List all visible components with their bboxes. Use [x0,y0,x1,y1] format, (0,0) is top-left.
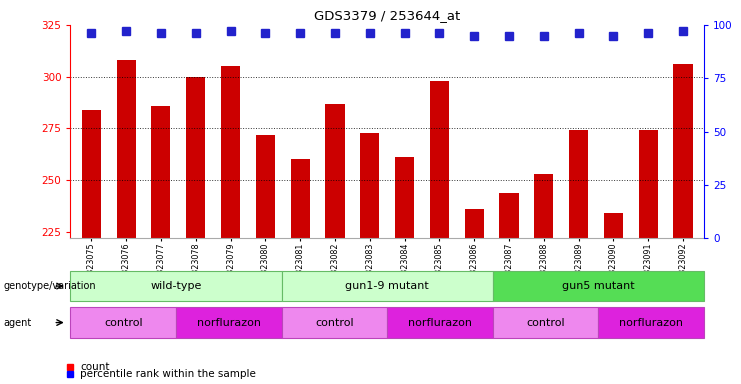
Bar [499,192,519,238]
Text: norflurazon: norflurazon [619,318,683,328]
Text: gun1-9 mutant: gun1-9 mutant [345,281,429,291]
Bar [82,110,101,238]
Text: gun5 mutant: gun5 mutant [562,281,635,291]
Bar [325,104,345,238]
Bar [395,157,414,238]
Bar [569,131,588,238]
Text: norflurazon: norflurazon [408,318,472,328]
Text: control: control [315,318,353,328]
Bar [360,132,379,238]
Bar [151,106,170,238]
Bar [290,159,310,238]
Text: control: control [104,318,142,328]
Title: GDS3379 / 253644_at: GDS3379 / 253644_at [314,9,460,22]
Text: norflurazon: norflurazon [197,318,261,328]
Bar [256,135,275,238]
Text: percentile rank within the sample: percentile rank within the sample [80,369,256,379]
Bar [221,66,240,238]
Text: genotype/variation: genotype/variation [4,281,96,291]
Bar [116,60,136,238]
Text: agent: agent [4,318,32,328]
Bar [186,77,205,238]
Bar [639,131,658,238]
Text: count: count [80,362,110,372]
Bar [465,209,484,238]
Text: wild-type: wild-type [150,281,202,291]
Bar [430,81,449,238]
Text: control: control [526,318,565,328]
Bar [604,213,623,238]
Bar [674,64,693,238]
Bar [534,174,554,238]
